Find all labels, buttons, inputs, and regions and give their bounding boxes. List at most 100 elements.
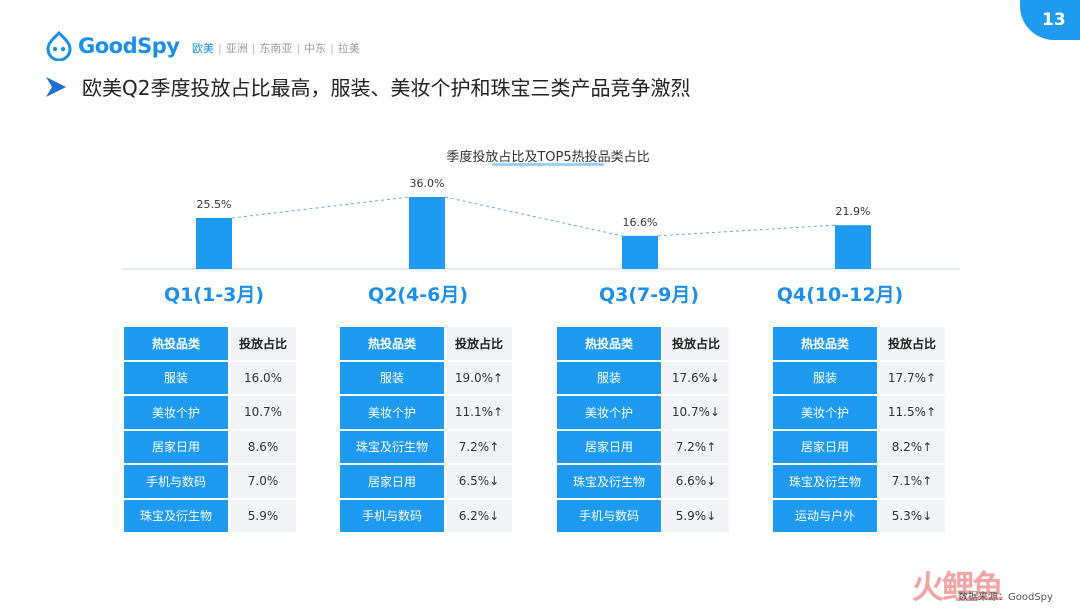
region-item-southeast-asia[interactable]: 东南亚 [259,42,293,55]
bar-2 [409,197,445,269]
trend-line-segment [657,224,836,237]
headline: 欧美Q2季度投放占比最高，服装、美妆个护和珠宝三类产品竞争激烈 [44,72,690,101]
region-item-middle-east[interactable]: 中东 [304,42,327,55]
category-table-q2: 热投品类 投放占比 服装 19.0%↑ 美妆个护 11.1%↑ 珠宝及衍生物 7.2%↑ 居家日… [338,325,514,534]
category-cell: 珠宝及衍生物 [557,465,661,498]
share-cell: 7.2%↑ [663,430,729,463]
category-table-q1: 热投品类 投放占比 服装 16.0% 美妆个护 10.7% 居家日用 8.6% 手机与数码 7.0… [122,325,298,534]
quarter-label-q3: Q3(7-9月) [598,284,700,306]
region-separator: | [330,41,334,55]
category-cell: 居家日用 [124,430,228,463]
table-row: 居家日用 7.2%↑ [557,430,729,463]
headline-text: 欧美Q2季度投放占比最高，服装、美妆个护和珠宝三类产品竞争激烈 [82,76,691,100]
trend-line-segment [444,196,623,237]
region-separator: | [218,41,222,55]
logo-text: GoodSpy [78,34,180,58]
table-header-row: 热投品类 投放占比 [124,327,296,360]
category-cell: 服装 [340,361,444,394]
table-row: 珠宝及衍生物 7.1%↑ [773,465,945,498]
category-cell: 服装 [124,361,228,394]
share-cell: 6.5%↓ [446,465,512,498]
table-row: 手机与数码 5.9%↓ [557,499,729,532]
category-cell: 居家日用 [557,430,661,463]
table-row: 美妆个护 11.1%↑ [340,396,512,429]
region-separator: | [251,41,256,55]
category-cell: 手机与数码 [340,499,444,532]
share-cell: 16.0% [230,361,296,394]
category-cell: 美妆个护 [124,396,228,429]
header-share: 投放占比 [663,327,729,360]
table-header-row: 热投品类 投放占比 [557,327,729,360]
trend-line-segment [231,196,410,219]
region-item-europe-america[interactable]: 欧美 [192,42,214,55]
category-cell: 服装 [557,361,661,394]
category-cell: 珠宝及衍生物 [773,465,877,498]
table-row: 珠宝及衍生物 7.2%↑ [340,430,512,463]
quarter-label-q1: Q1(1-3月) [163,284,265,306]
header-share: 投放占比 [446,327,512,360]
share-cell: 8.6% [230,430,296,463]
share-cell: 6.6%↓ [663,465,729,498]
table-header-row: 热投品类 投放占比 [773,327,945,360]
table-row: 手机与数码 6.2%↓ [340,499,512,532]
category-cell: 美妆个护 [340,396,444,429]
bar-value-label: 21.9% [836,205,871,218]
category-table-q3: 热投品类 投放占比 服装 17.6%↓ 美妆个护 10.7%↓ 居家日用 7.2%↑ 珠宝及衍生… [555,325,731,534]
share-cell: 5.9% [230,499,296,532]
category-cell: 服装 [773,361,877,394]
goodspy-logo: GoodSpy [44,28,180,64]
quarter-label-q4: Q4(10-12月) [776,284,904,306]
share-cell: 7.1%↑ [879,465,945,498]
title-underline [492,163,604,166]
share-cell: 5.3%↓ [879,499,945,532]
header-category: 热投品类 [773,327,877,360]
watermark-logo: 火鲤鱼 [912,568,1004,606]
category-cell: 手机与数码 [124,465,228,498]
header-category: 热投品类 [557,327,661,360]
header-category: 热投品类 [340,327,444,360]
share-cell: 11.1%↑ [446,396,512,429]
share-cell: 8.2%↑ [879,430,945,463]
table-row: 居家日用 8.2%↑ [773,430,945,463]
table-row: 居家日用 6.5%↓ [340,465,512,498]
table-row: 服装 17.7%↑ [773,361,945,394]
region-item-asia[interactable]: 亚洲 [225,42,248,55]
table-row: 珠宝及衍生物 5.9% [124,499,296,532]
category-table-q4: 热投品类 投放占比 服装 17.7%↑ 美妆个护 11.5%↑ 居家日用 8.2%↑ 珠宝及衍生… [771,325,947,534]
table-row: 珠宝及衍生物 6.6%↓ [557,465,729,498]
table-row: 美妆个护 10.7% [124,396,296,429]
quarter-label-q2: Q2(4-6月) [367,284,469,306]
table-row: 服装 16.0% [124,361,296,394]
share-cell: 17.6%↓ [663,361,729,394]
category-cell: 珠宝及衍生物 [340,430,444,463]
share-cell: 10.7%↓ [663,396,729,429]
play-arrow-icon [46,76,66,97]
share-cell: 17.7%↑ [879,361,945,394]
bar-4 [835,225,871,269]
share-cell: 19.0%↑ [446,361,512,394]
category-cell: 运动与户外 [773,499,877,532]
table-row: 美妆个护 11.5%↑ [773,396,945,429]
table-row: 服装 17.6%↓ [557,361,729,394]
share-cell: 6.2%↓ [446,499,512,532]
category-cell: 美妆个护 [557,396,661,429]
bar-chart: 25.5% 36.0% 16.6% 21.9% [122,163,960,270]
bar-value-label: 16.6% [623,216,658,229]
table-row: 运动与户外 5.3%↓ [773,499,945,532]
header-share: 投放占比 [879,327,945,360]
page-number: 13 [1042,10,1066,30]
share-cell: 10.7% [230,396,296,429]
share-cell: 7.0% [230,465,296,498]
bar-1 [196,218,232,269]
region-item-latin-america[interactable]: 拉美 [337,42,360,55]
header-category: 热投品类 [124,327,228,360]
logo-mark-icon [46,31,72,61]
category-cell: 珠宝及衍生物 [124,499,228,532]
region-separator: | [296,41,301,55]
table-row: 手机与数码 7.0% [124,465,296,498]
table-header-row: 热投品类 投放占比 [340,327,512,360]
share-cell: 7.2%↑ [446,430,512,463]
share-cell: 5.9%↓ [663,499,729,532]
category-cell: 美妆个护 [773,396,877,429]
table-row: 居家日用 8.6% [124,430,296,463]
